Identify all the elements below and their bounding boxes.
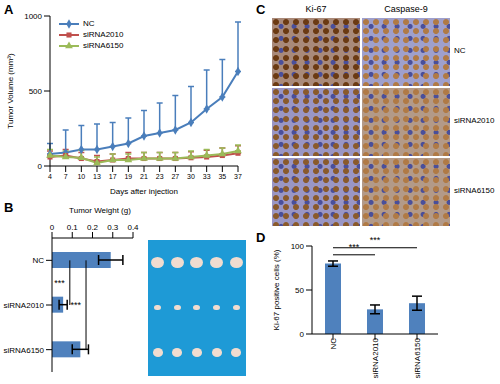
html-text:Ki-67: Ki-67 bbox=[305, 4, 327, 14]
html-text:Tumor Weight (g): Tumor Weight (g) bbox=[69, 206, 131, 215]
svg-text:1000: 1000 bbox=[24, 12, 42, 21]
svg-text:NC: NC bbox=[32, 256, 44, 265]
html-text:siRNA6150: siRNA6150 bbox=[454, 186, 495, 195]
html-text:B: B bbox=[4, 200, 14, 215]
svg-text:37: 37 bbox=[234, 173, 242, 180]
html-text:siRNA6150: siRNA6150 bbox=[83, 41, 124, 50]
html-text:siRNA2010: siRNA2010 bbox=[83, 30, 124, 39]
svg-text:17: 17 bbox=[109, 173, 117, 180]
svg-text:NC: NC bbox=[329, 338, 338, 350]
svg-text:Days after injection: Days after injection bbox=[110, 187, 178, 196]
svg-text:siRNA2010: siRNA2010 bbox=[4, 301, 45, 310]
svg-text:4: 4 bbox=[48, 173, 52, 180]
svg-text:siRNA6150: siRNA6150 bbox=[4, 346, 45, 355]
svg-text:30: 30 bbox=[187, 173, 195, 180]
svg-text:23: 23 bbox=[156, 173, 164, 180]
svg-text:13: 13 bbox=[93, 173, 101, 180]
svg-text:***: *** bbox=[349, 242, 360, 252]
svg-text:siRNA2010: siRNA2010 bbox=[371, 337, 380, 378]
svg-text:35: 35 bbox=[218, 173, 226, 180]
svg-text:50: 50 bbox=[295, 286, 304, 295]
svg-text:500: 500 bbox=[29, 87, 43, 96]
svg-text:0: 0 bbox=[50, 223, 55, 232]
svg-text:100: 100 bbox=[291, 242, 305, 251]
svg-text:21: 21 bbox=[140, 173, 148, 180]
html-text:D: D bbox=[256, 230, 266, 245]
html-text:C: C bbox=[256, 2, 266, 17]
svg-text:0: 0 bbox=[300, 330, 305, 339]
svg-text:siRNA6150: siRNA6150 bbox=[413, 337, 422, 378]
svg-text:***: *** bbox=[54, 278, 65, 288]
svg-text:0.2: 0.2 bbox=[87, 223, 99, 232]
svg-text:0.3: 0.3 bbox=[107, 223, 119, 232]
svg-text:7: 7 bbox=[64, 173, 68, 180]
svg-text:0.1: 0.1 bbox=[67, 223, 79, 232]
html-text:NC: NC bbox=[83, 19, 95, 28]
svg-text:19: 19 bbox=[124, 173, 132, 180]
svg-text:10: 10 bbox=[77, 173, 85, 180]
svg-text:***: *** bbox=[370, 235, 381, 245]
svg-text:0: 0 bbox=[38, 162, 43, 171]
html-text:NC: NC bbox=[454, 46, 466, 55]
svg-text:***: *** bbox=[71, 300, 82, 310]
html-text:Caspase-9: Caspase-9 bbox=[384, 4, 428, 14]
html-text:siRNA2010: siRNA2010 bbox=[454, 116, 495, 125]
svg-text:0.4: 0.4 bbox=[127, 223, 139, 232]
html-text:A: A bbox=[4, 2, 14, 17]
svg-text:33: 33 bbox=[203, 173, 211, 180]
svg-text:27: 27 bbox=[171, 173, 179, 180]
svg-text:Ki-67 positive cells (%): Ki-67 positive cells (%) bbox=[272, 249, 281, 330]
svg-text:Tumor Volume (mm³): Tumor Volume (mm³) bbox=[6, 53, 15, 129]
